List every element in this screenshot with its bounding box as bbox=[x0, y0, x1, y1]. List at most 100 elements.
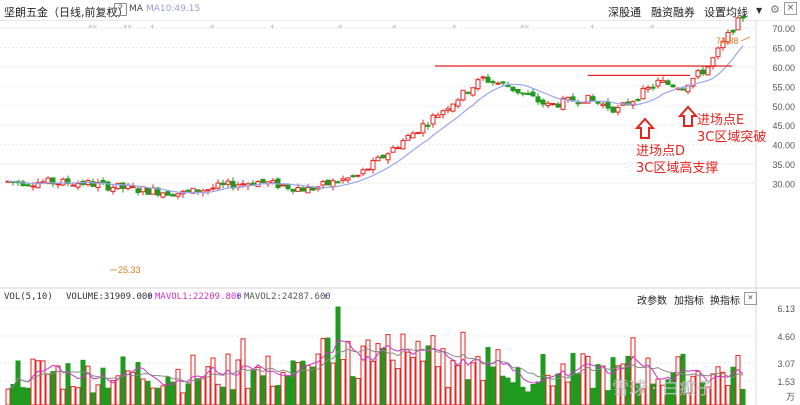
ma-label: MA bbox=[129, 4, 143, 14]
candle-body bbox=[395, 147, 401, 150]
volume-bar bbox=[490, 366, 496, 405]
volume-bar bbox=[665, 379, 671, 405]
volume-bar bbox=[90, 392, 96, 405]
candle-body bbox=[375, 156, 381, 162]
candle-body bbox=[615, 106, 621, 113]
volume-bar bbox=[360, 345, 366, 405]
volume-bar bbox=[430, 335, 436, 405]
volume-bar bbox=[425, 345, 431, 405]
price-tick-label: 30.00 bbox=[772, 180, 795, 190]
volume-bar bbox=[700, 382, 706, 405]
volume-bar bbox=[530, 383, 536, 405]
edit-params-button[interactable]: 改参数 bbox=[637, 296, 667, 307]
candle-body bbox=[280, 184, 286, 187]
candle-body bbox=[110, 187, 116, 192]
candle-body bbox=[670, 84, 676, 88]
hk-connect-button[interactable]: 深股通 bbox=[608, 6, 641, 19]
candle-body bbox=[355, 174, 361, 177]
candle-body bbox=[710, 57, 716, 67]
set-ma-button[interactable]: 设置均线 bbox=[704, 6, 748, 19]
candle-body bbox=[715, 47, 721, 58]
volume-bar bbox=[70, 386, 76, 405]
vol-label: VOL(5,10) bbox=[4, 292, 53, 302]
candle-body bbox=[535, 96, 541, 103]
candle-body bbox=[450, 103, 456, 112]
volume-bar bbox=[640, 388, 646, 405]
close-icon[interactable]: × bbox=[744, 292, 757, 305]
candle-body bbox=[680, 88, 686, 91]
candle-body bbox=[90, 181, 96, 187]
candle-body bbox=[305, 187, 311, 194]
candle-body bbox=[645, 86, 651, 90]
candle-body bbox=[415, 132, 421, 135]
volume-bar bbox=[485, 347, 491, 405]
price-tick-label: 60.00 bbox=[772, 63, 795, 73]
volume-bar bbox=[175, 368, 181, 405]
volume-bar bbox=[590, 387, 596, 405]
candles bbox=[5, 13, 746, 200]
volume-bar bbox=[120, 356, 126, 405]
volume-bar bbox=[310, 366, 316, 405]
candle-body bbox=[365, 168, 371, 171]
candle-body bbox=[595, 101, 601, 104]
chevron-down-icon[interactable]: ▼ bbox=[756, 6, 763, 15]
volume-bar bbox=[635, 383, 641, 405]
add-indicator-button[interactable]: 加指标 bbox=[674, 296, 704, 307]
volume-bar bbox=[85, 365, 91, 405]
volume-bar bbox=[435, 366, 441, 405]
candle-body bbox=[650, 86, 656, 89]
candle-body bbox=[210, 187, 216, 190]
volume-bar bbox=[400, 333, 406, 405]
volume-bar bbox=[390, 359, 396, 405]
candle-body bbox=[325, 179, 331, 186]
event-marker: * bbox=[270, 24, 275, 34]
volume-bar bbox=[725, 385, 731, 405]
volume-bar bbox=[15, 360, 21, 405]
candle-body bbox=[360, 169, 366, 175]
volume-bar bbox=[215, 383, 221, 405]
volume-bar bbox=[105, 387, 111, 405]
margin-trading-button[interactable]: 融资融券 bbox=[651, 6, 695, 19]
volume-bar bbox=[295, 361, 301, 405]
price-tick-label: 50.00 bbox=[772, 102, 795, 112]
volume-bar bbox=[570, 352, 576, 405]
volume-bar bbox=[525, 391, 531, 405]
annotation-entry-e: 进场点E 3C区域突破 bbox=[697, 112, 766, 146]
watermark: 雪球 · 白癫子 bbox=[612, 379, 714, 399]
candle-body bbox=[240, 183, 246, 186]
candle-body bbox=[700, 69, 706, 75]
candle-body bbox=[460, 89, 466, 101]
gear-icon[interactable]: ⚙ bbox=[770, 3, 780, 16]
volume-bar bbox=[455, 364, 461, 405]
candle-body bbox=[70, 184, 76, 187]
candle-body bbox=[260, 178, 266, 183]
candle-body bbox=[155, 187, 161, 196]
help-icon[interactable]: ? bbox=[114, 3, 127, 16]
volume-bar bbox=[710, 373, 716, 405]
candle-body bbox=[635, 98, 641, 101]
volume-bar bbox=[50, 371, 56, 405]
switch-indicator-button[interactable]: 换指标 bbox=[710, 296, 740, 307]
candle-body bbox=[320, 181, 326, 186]
volume-bar bbox=[335, 306, 341, 405]
candle-body bbox=[270, 180, 276, 184]
close-icon[interactable]: × bbox=[784, 2, 797, 15]
event-marker: * bbox=[338, 24, 343, 34]
chart-toolbar: 坚朗五金（日线,前复权） ? MA MA10:49.15 深股通 融资融券 设置… bbox=[0, 0, 800, 21]
event-marker: ** bbox=[88, 24, 98, 34]
volume-bar bbox=[45, 373, 51, 405]
candle-body bbox=[50, 177, 56, 185]
volume-bar bbox=[575, 373, 581, 405]
volume-bar bbox=[355, 377, 361, 405]
candle-body bbox=[590, 96, 596, 102]
volume-bar bbox=[150, 387, 156, 405]
volume-bar bbox=[155, 387, 161, 405]
arrow-up-icon: ↑ bbox=[147, 292, 153, 302]
candle-body bbox=[560, 97, 566, 110]
candle-body bbox=[215, 182, 221, 189]
volume-bar bbox=[330, 362, 336, 405]
volume-bar bbox=[500, 375, 506, 405]
candle-body bbox=[655, 79, 661, 87]
candle-body bbox=[105, 181, 111, 191]
